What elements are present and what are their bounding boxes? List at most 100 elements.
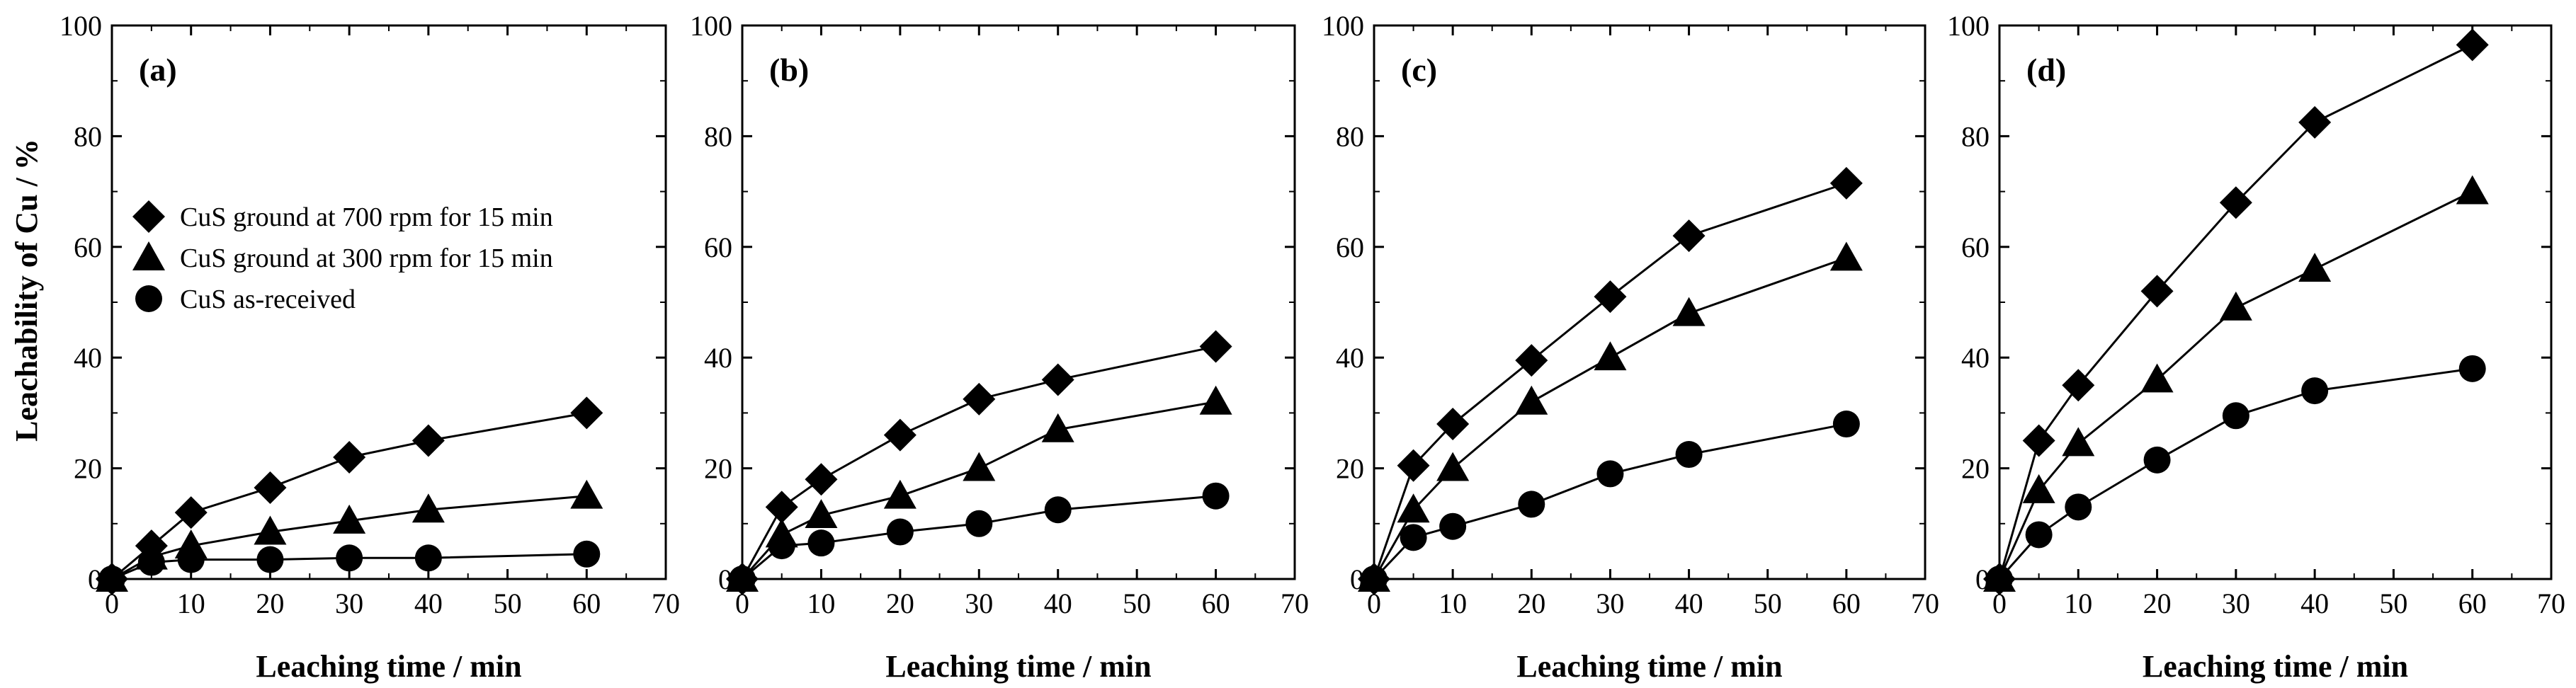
panel-b-circle-point (886, 518, 914, 546)
panel-b-triangle-point (963, 452, 996, 481)
panel-b-diamond-point (883, 418, 917, 452)
panel-a-circle-point (336, 544, 363, 572)
panel-c-triangle-point (1829, 241, 1863, 271)
panel-d-triangle-point (2062, 427, 2095, 457)
panel-b-circle-point (1202, 482, 1230, 510)
panel-a-x-axis-title: Leaching time / min (256, 649, 521, 684)
panel-d-y-tick-label: 80 (1961, 120, 1990, 152)
panel-c-diamond-point (1515, 344, 1548, 377)
panel-c-x-axis-title: Leaching time / min (1516, 649, 1782, 684)
legend: CuS ground at 700 rpm for 15 min CuS grou… (132, 200, 553, 314)
panel-d-x-tick-label: 70 (2537, 587, 2565, 619)
panel-c-triangle-point (1397, 493, 1430, 523)
panel-a-x-tick-label: 30 (335, 587, 363, 619)
panel-c-circle-point (1832, 411, 1860, 438)
panel-b-x-tick-label: 10 (807, 587, 835, 619)
panel-a-x-tick-label: 70 (652, 587, 680, 619)
panel-d-diamond-point (2062, 369, 2095, 402)
panel-d-circle-point (1986, 566, 2013, 592)
panel-d-triangle-point (2298, 253, 2332, 282)
panel-c-label: (c) (1401, 52, 1437, 88)
panel-a-diamond-point (412, 424, 445, 457)
panel-d-circle-point (2025, 521, 2053, 549)
panel-a-y-tick-label: 60 (74, 231, 102, 263)
legend-entry-0-label: CuS ground at 700 rpm for 15 min (180, 202, 553, 232)
panel-d-x-tick-label: 40 (2300, 587, 2329, 619)
panel-b-x-tick-label: 30 (965, 587, 993, 619)
panel-d-diamond-point (2298, 105, 2332, 139)
panel-d-label: (d) (2026, 52, 2066, 88)
panel-c-diamond-point (1397, 449, 1430, 482)
panel-b-y-tick-label: 20 (704, 453, 732, 485)
panel-b-circle-point (768, 532, 795, 560)
panel-b-triangle-point (883, 479, 917, 509)
panel-d-triangle-point (2140, 363, 2174, 393)
panels-layer: 0 20 40 60 80 100 0 10 20 30 40 50 60 70 Leaching time… (59, 10, 2565, 684)
panel-c-triangle-point (1436, 452, 1470, 481)
panel-c-x-tick-label: 70 (1911, 587, 1939, 619)
panel-c-y-tick-label: 80 (1336, 120, 1364, 152)
panel-c-x-tick-label: 10 (1439, 587, 1467, 619)
panel-a-circle-point (414, 544, 442, 572)
panel-a-x-tick-label: 20 (256, 587, 284, 619)
panel-c-x-tick-label: 60 (1832, 587, 1861, 619)
panel-b-circle-point (1044, 496, 1072, 524)
legend-circle-marker (135, 285, 162, 312)
panel-d-series-circle-line (1998, 367, 2473, 580)
legend-triangle-marker (132, 241, 165, 270)
panel-a-y-tick-label: 20 (74, 453, 102, 485)
panel-a-triangle-point (412, 493, 445, 523)
panel-c-y-tick-label: 60 (1336, 231, 1364, 263)
panel-d-circle-point (2222, 402, 2249, 430)
panel-d-y-tick-label: 40 (1961, 342, 1990, 374)
panel-a-diamond-point (570, 396, 603, 430)
panel-d-y-tick-label: 60 (1961, 231, 1990, 263)
panel-d-circle-point (2458, 355, 2486, 382)
panel-a-circle-point (256, 546, 284, 573)
panel-c-x-tick-label: 40 (1675, 587, 1703, 619)
panel-a-label: (a) (139, 52, 177, 88)
panel-c-diamond-point (1672, 219, 1706, 253)
panel-c-circle-point (1596, 460, 1624, 488)
panel-b-diamond-point (1199, 330, 1232, 363)
panel-a-triangle-point (254, 515, 287, 545)
panel-b-circle-point (807, 529, 835, 557)
panel-c-frame (1373, 24, 1927, 580)
panel-d-triangle-point (2219, 291, 2252, 321)
legend-entry-2-label: CuS as-received (180, 285, 356, 314)
panel-b-diamond-point (765, 491, 798, 524)
panel-c-x-tick-label: 0 (1367, 587, 1381, 619)
panel-a-triangle-point (570, 479, 603, 509)
panel-b-y-tick-label: 100 (690, 10, 732, 42)
panel-c-circle-point (1361, 566, 1388, 592)
panel-a-x-tick-label: 50 (494, 587, 522, 619)
panel-a-diamond-point (174, 496, 208, 529)
panel-b-x-tick-label: 70 (1281, 587, 1309, 619)
panel-a-diamond-point (333, 440, 366, 474)
panel-c-circle-point (1675, 441, 1703, 469)
panel-c-series-circle-line (1373, 423, 1847, 580)
panel-a-circle-point (98, 566, 125, 592)
panel-d-triangle-point (2022, 474, 2055, 503)
panel-b-triangle-point (805, 499, 838, 529)
panel-c-triangle-point (1672, 297, 1706, 326)
panel-a-diamond-point (254, 471, 287, 504)
panel-c-diamond-point (1436, 408, 1470, 441)
panel-a-x-tick-label: 10 (177, 587, 205, 619)
panel-d-x-axis-title: Leaching time / min (2143, 649, 2408, 684)
panel-b-x-tick-label: 60 (1202, 587, 1230, 619)
panel-b-x-axis-title: Leaching time / min (885, 649, 1151, 684)
panel-b-diamond-point (1041, 363, 1074, 396)
panel-d-diamond-point (2456, 28, 2489, 62)
panel-c-y-tick-label: 40 (1336, 342, 1364, 374)
panel-b-triangle-point (1199, 385, 1232, 415)
panel-d-x-tick-label: 0 (1992, 587, 2007, 619)
panel-b-y-tick-label: 80 (704, 120, 732, 152)
panel-a-circle-point (137, 549, 165, 576)
panel-b-circle-point (965, 510, 993, 537)
panel-d-diamond-point (2219, 186, 2252, 219)
legend-entry-1-label: CuS ground at 300 rpm for 15 min (180, 243, 553, 273)
